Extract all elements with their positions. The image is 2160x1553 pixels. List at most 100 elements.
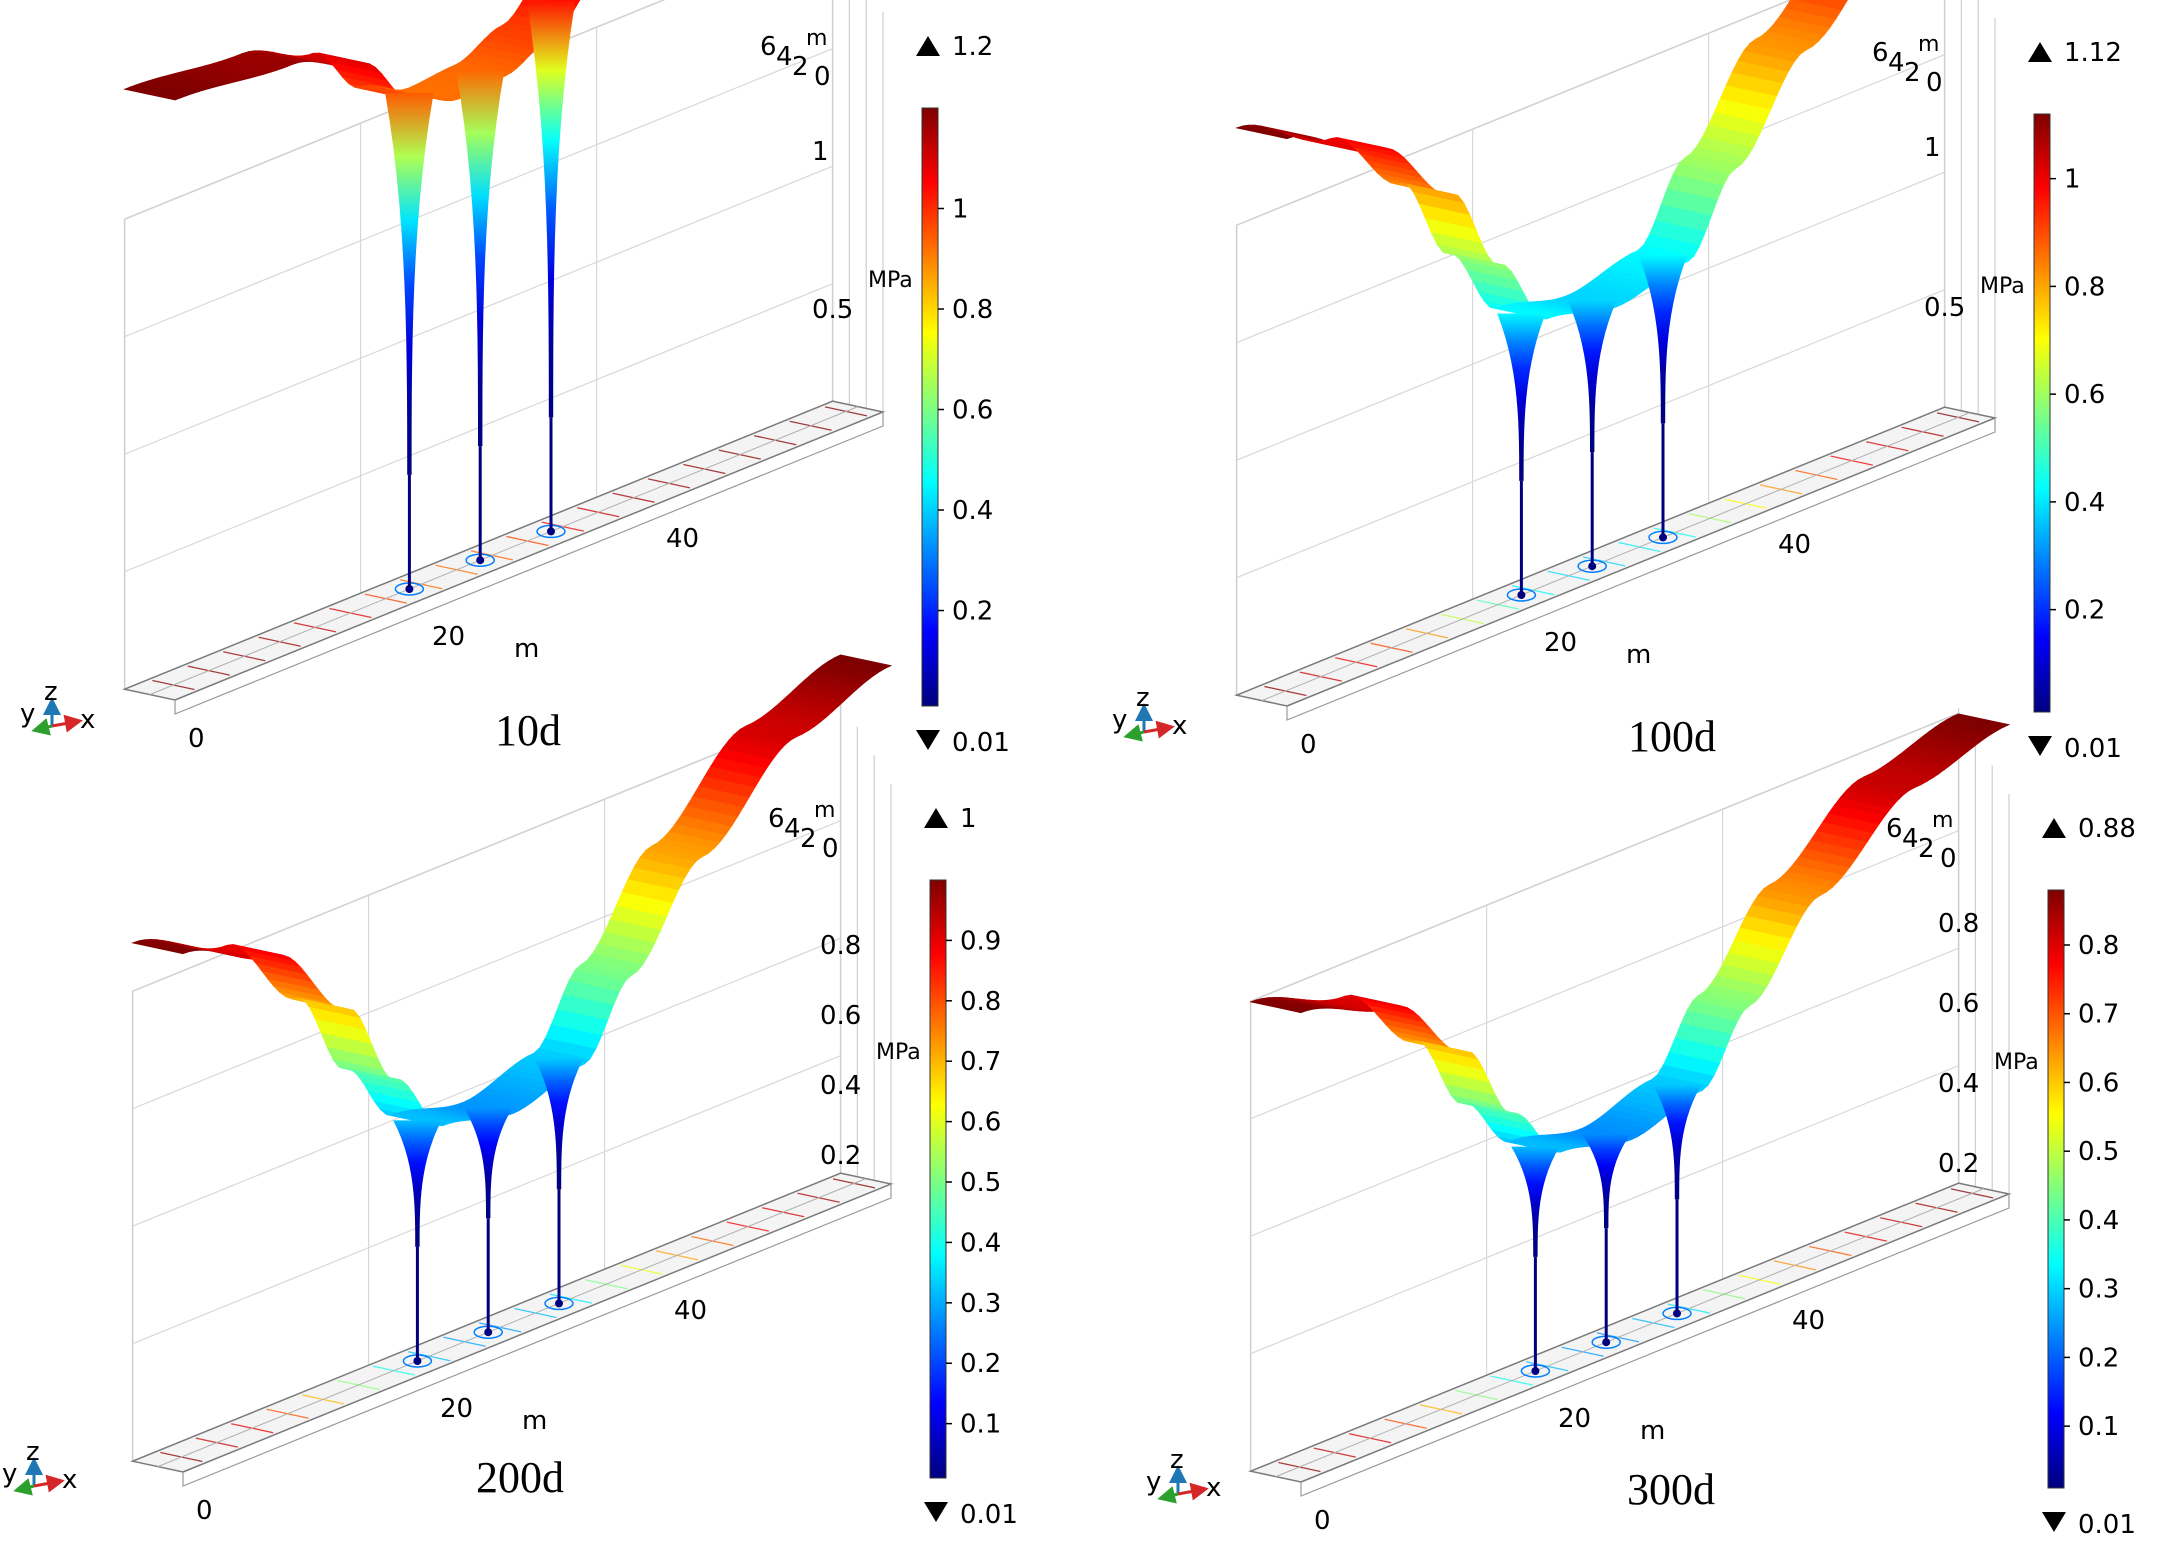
triad-y-label: y [20,699,35,729]
triad-x-arrow [33,1474,65,1493]
z-tick-label: 0.5 [812,295,853,325]
triad-y-arrow [1157,1486,1179,1504]
floor-plane [1248,1182,2012,1497]
colorbar-min-arrow [2028,736,2052,756]
colorbar-max-label: 0.88 [2078,814,2136,844]
colorbar-max-arrow [924,808,948,828]
panel-title: 300d [1627,1465,1715,1514]
x-axis-unit: m [522,1406,547,1436]
x-tick-label: 0 [1300,730,1317,760]
colorbar-min-label: 0.01 [2064,734,2122,764]
triad-x-label: x [62,1465,77,1495]
triad-x-label: x [80,705,95,735]
panel-title: 10d [495,706,561,755]
x-axis-unit: m [1626,640,1651,670]
z-tick-label: 0.4 [1938,1069,1979,1099]
triad-x-label: x [1206,1473,1221,1503]
colorbar-ramp [921,107,939,707]
colorbar-tick-label: 0.4 [960,1228,1001,1258]
z-tick-label: 0.8 [1938,909,1979,939]
z-gridline [1236,54,1945,344]
x-tick-label: 20 [1558,1404,1591,1434]
colorbar-tick-label: 0.6 [960,1108,1001,1138]
colorbar-tick-label: 0.4 [2064,488,2105,518]
panel-300d: 0.8 0.6 0.4 0.2 6 4 2 0 m 0 20 40 m MPa … [1146,708,2136,1540]
x-tick-label: 0 [1314,1506,1331,1536]
colorbar-tick-label: 0.3 [2078,1275,2119,1305]
well-drawdown-spike [1652,1084,1702,1200]
colorbar-unit: MPa [1980,274,2025,299]
colorbar-min-label: 0.01 [2078,1510,2136,1540]
floor-edge [1300,1194,2010,1497]
y-tick-label: 4 [776,42,793,72]
y-tick-label: 2 [792,52,809,82]
y-tick-label: 6 [1886,814,1903,844]
y-tick-label: 0 [1940,844,1957,874]
axis-triad: yzx [1112,683,1187,742]
y-tick-label: 6 [1872,38,1889,68]
y-axis-unit: m [806,26,827,51]
axis-triad: yzx [1146,1445,1221,1504]
axis-triad: yzx [2,1437,77,1496]
x-tick-label: 0 [196,1496,213,1526]
y-axis-unit: m [1918,32,1939,57]
x-tick-label: 20 [432,622,465,652]
floor-edge [1286,418,1996,721]
x-tick-label: 40 [1792,1306,1825,1336]
x-tick-label: 40 [674,1296,707,1326]
colorbar-tick-label: 0.2 [960,1349,1001,1379]
y-tick-label: 6 [760,32,777,62]
colorbar-max-arrow [2028,42,2052,62]
colorbar-min-label: 0.01 [960,1500,1018,1530]
floor-midline [157,1178,866,1468]
floor-edge [174,412,884,715]
colorbar-ramp [2047,889,2065,1489]
colorbar-tick-label: 1 [952,195,969,225]
x-tick-label: 20 [440,1394,473,1424]
colorbar: 0.88 0.01 0.8 0.7 0.6 0.5 0.4 0.3 0.2 0.1 [2042,814,2136,1540]
x-tick-label: 20 [1544,628,1577,658]
colorbar-unit: MPa [1994,1050,2039,1075]
z-tick-label: 1 [812,137,829,167]
y-tick-label: 0 [814,62,831,92]
colorbar-tick-label: 0.8 [960,987,1001,1017]
surface-strip [1951,713,2011,728]
z-gridline [132,820,841,1110]
well-drawdown-spike [526,0,576,418]
colorbar-max-label: 1.12 [2064,38,2122,68]
colorbar-tick-label: 0.5 [2078,1137,2119,1167]
floor-midline [1261,412,1970,702]
well-drawdown-spike [393,1120,442,1247]
y-tick-label: 2 [1904,58,1921,88]
y-tick-label: 2 [800,824,817,854]
colorbar-tick-label: 0.1 [2078,1412,2119,1442]
colorbar-tick-label: 1 [2064,165,2081,195]
axes-box [123,0,884,690]
y-tick-label: 4 [1888,48,1905,78]
floor-plane [130,1172,894,1487]
surface-strip [1794,0,1848,11]
well-drawdown-spike [1638,255,1688,424]
x-tick-label: 40 [1778,530,1811,560]
colorbar-tick-label: 0.7 [960,1047,1001,1077]
colorbar-tick-label: 0.2 [2078,1343,2119,1373]
triad-z-label: z [26,1437,40,1467]
y-tick-label: 4 [784,814,801,844]
colorbar-tick-label: 0.1 [960,1410,1001,1440]
pressure-surface [123,0,581,589]
colorbar-min-arrow [2042,1512,2066,1532]
colorbar-tick-label: 0.9 [960,926,1001,956]
z-tick-label: 0.2 [1938,1149,1979,1179]
colorbar-tick-label: 0.8 [2078,931,2119,961]
colorbar-ramp [929,879,947,1479]
floor-plane [1234,406,1998,721]
x-tick-label: 0 [188,724,205,754]
colorbar-max-label: 1.2 [952,32,993,62]
floor-midline [149,406,858,696]
colorbar-tick-label: 0.5 [960,1168,1001,1198]
surface-strip [833,654,893,669]
well-drawdown-spike [456,70,505,447]
axes-box [1235,0,1996,696]
triad-y-label: y [2,1459,17,1489]
